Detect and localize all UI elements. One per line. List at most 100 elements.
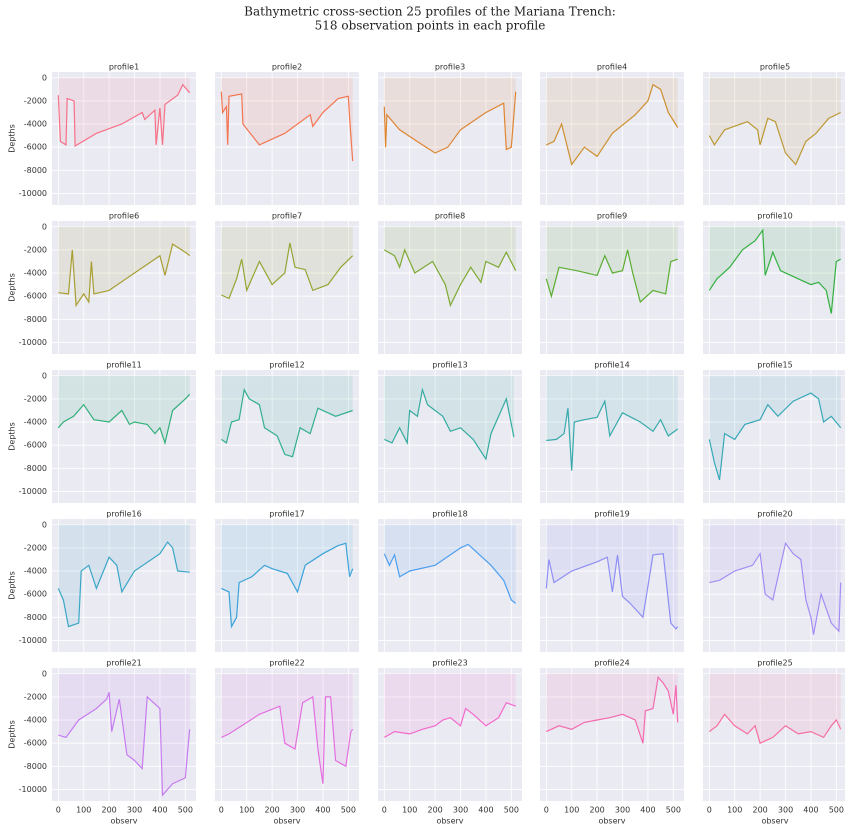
y-tick-label: -6000 (24, 739, 47, 748)
subplot-title: profile11 (106, 361, 141, 370)
y-axis-label: Depths (8, 720, 17, 749)
profile-line (383, 543, 517, 604)
area-fill (384, 375, 514, 460)
profile-line (221, 542, 354, 629)
subplot-title: profile14 (594, 361, 629, 370)
subplot: profile8 (378, 212, 522, 354)
x-axis-label: observ (598, 817, 625, 826)
profile-line (58, 243, 191, 308)
x-tick-label: 500 (178, 806, 193, 815)
subplot-title: profile2 (272, 63, 302, 72)
x-tick-label: 400 (152, 806, 167, 815)
plot-background (52, 370, 196, 503)
y-tick-label: -2000 (24, 96, 47, 105)
y-tick-label: 0 (42, 73, 47, 82)
plot-background (703, 221, 845, 354)
x-tick-label: 300 (778, 806, 793, 815)
subplot-title: profile13 (432, 361, 467, 370)
x-tick-label: 400 (315, 806, 330, 815)
area-fill (384, 673, 516, 738)
plot-background (215, 221, 359, 354)
x-tick-label: 0 (382, 806, 387, 815)
area-fill (709, 524, 841, 635)
plot-background (703, 519, 845, 652)
x-tick-label: 300 (290, 806, 305, 815)
y-tick-label: -10000 (19, 636, 47, 645)
subplot-title: profile3 (435, 63, 465, 72)
y-tick-label: -4000 (24, 269, 47, 278)
subplot: profile20 (703, 510, 845, 652)
profile-line (57, 83, 191, 148)
subplot: 0 100 200 300 400 500 profile25 observ (703, 659, 845, 826)
area-fill (546, 226, 678, 302)
subplot-title: profile23 (432, 659, 467, 668)
subplot-title: profile21 (106, 659, 141, 668)
subplot-title: profile4 (597, 63, 627, 72)
area-fill (58, 524, 190, 627)
profile-line (709, 541, 842, 635)
subplot-title: profile19 (594, 510, 629, 519)
y-tick-label: -10000 (19, 785, 47, 794)
plot-background (378, 370, 522, 503)
subplot-title: profile18 (432, 510, 467, 519)
y-tick-label: -10000 (19, 487, 47, 496)
subplot-title: profile9 (597, 212, 627, 221)
y-axis-label: Depths (8, 571, 17, 600)
area-fill (221, 375, 353, 457)
subplot: profile19 (540, 510, 684, 652)
y-tick-label: -4000 (24, 716, 47, 725)
area-fill (384, 524, 516, 604)
plot-background (540, 668, 684, 801)
y-tick-label: -8000 (24, 166, 47, 175)
subplot: profile9 (540, 212, 684, 354)
x-axis-label: observ (110, 817, 137, 826)
y-axis-label: Depths (8, 273, 17, 302)
y-tick-label: -6000 (24, 590, 47, 599)
x-tick-label: 100 (402, 806, 417, 815)
subplot-title: profile1 (109, 63, 139, 72)
x-axis-label: observ (273, 817, 300, 826)
y-tick-label: -2000 (24, 692, 47, 701)
subplot: profile15 (703, 361, 845, 503)
profile-line (708, 713, 842, 745)
x-tick-label: 400 (640, 806, 655, 815)
subplot-title: profile8 (435, 212, 465, 221)
subplot: profile18 (378, 510, 522, 652)
y-tick-label: -8000 (24, 315, 47, 324)
y-tick-label: 0 (42, 669, 47, 678)
y-tick-label: -6000 (24, 143, 47, 152)
subplot-title: profile24 (594, 659, 629, 668)
subplot-title: profile12 (269, 361, 304, 370)
x-tick-label: 400 (803, 806, 818, 815)
plot-background (540, 221, 684, 354)
profile-line (384, 248, 517, 308)
area-fill (221, 77, 353, 162)
subplot: profile2 (215, 63, 359, 205)
x-tick-label: 400 (478, 806, 493, 815)
subplot: 0 -2000 -4000 -6000 -8000 -10000 profile6 Depth… (8, 212, 196, 354)
profile-line (220, 91, 354, 162)
subplot: profile12 (215, 361, 359, 503)
y-tick-label: -8000 (24, 613, 47, 622)
x-tick-label: 200 (428, 806, 443, 815)
area-fill (58, 226, 190, 306)
subplot-title: profile20 (757, 510, 792, 519)
y-tick-label: -4000 (24, 120, 47, 129)
y-axis-label: Depths (8, 422, 17, 451)
profile-line (220, 387, 353, 458)
x-tick-label: 100 (76, 806, 91, 815)
subplot-title: profile10 (757, 212, 792, 221)
area-fill (58, 375, 190, 443)
profile-line (57, 393, 191, 446)
subplot: profile5 (703, 63, 845, 205)
y-tick-label: -10000 (19, 189, 47, 198)
profile-line (384, 701, 516, 738)
y-tick-label: -10000 (19, 338, 47, 347)
x-tick-label: 200 (590, 806, 605, 815)
subplot: 0 100 200 300 400 500 profile24 observ (540, 659, 684, 826)
subplot: 0 100 200 300 400 500 profile23 observ (378, 659, 522, 826)
y-tick-label: -8000 (24, 762, 47, 771)
x-tick-label: 500 (341, 806, 356, 815)
plot-background (378, 668, 522, 801)
